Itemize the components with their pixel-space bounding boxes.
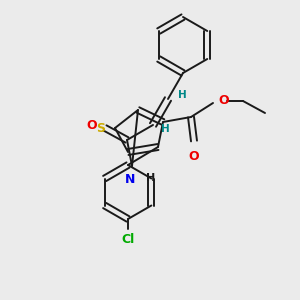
Text: O: O <box>218 94 229 106</box>
Text: H: H <box>161 124 170 134</box>
Text: O: O <box>86 119 97 133</box>
Text: O: O <box>189 150 199 163</box>
Text: Cl: Cl <box>122 233 135 246</box>
Text: H: H <box>178 90 187 100</box>
Text: S: S <box>96 122 105 136</box>
Text: N: N <box>125 173 135 186</box>
Text: H: H <box>146 173 155 183</box>
